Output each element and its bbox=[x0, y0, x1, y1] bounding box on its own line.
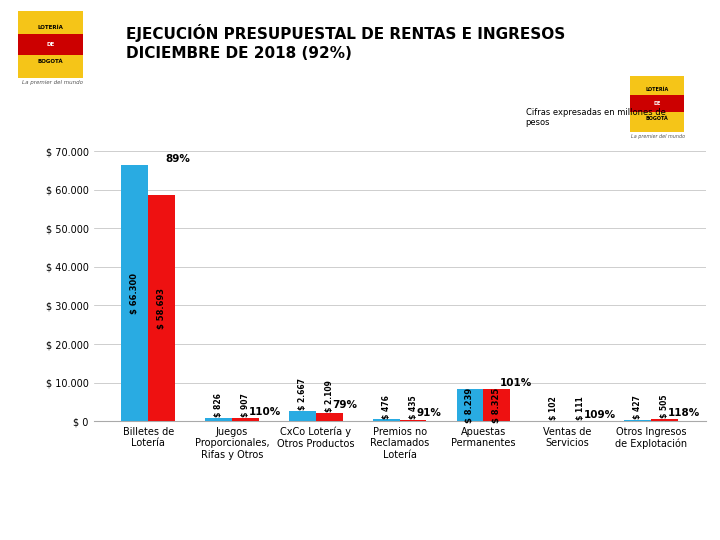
Text: 79%: 79% bbox=[333, 400, 358, 410]
Text: 101%: 101% bbox=[500, 378, 532, 388]
Text: BOGOTÁ: BOGOTÁ bbox=[37, 59, 63, 64]
Bar bbox=[205, 418, 232, 421]
Text: $ 58.693: $ 58.693 bbox=[157, 287, 166, 328]
Bar bbox=[148, 195, 175, 421]
Text: $ 66.300: $ 66.300 bbox=[130, 273, 140, 314]
FancyBboxPatch shape bbox=[18, 35, 83, 55]
Text: Cifras expresadas en millones de
pesos: Cifras expresadas en millones de pesos bbox=[526, 108, 665, 127]
Text: $ 102: $ 102 bbox=[549, 396, 558, 420]
FancyBboxPatch shape bbox=[18, 11, 83, 78]
Text: $ 8.325: $ 8.325 bbox=[492, 388, 501, 423]
Bar bbox=[232, 418, 258, 421]
Text: $ 826: $ 826 bbox=[214, 393, 223, 417]
FancyBboxPatch shape bbox=[630, 96, 684, 112]
Text: 118%: 118% bbox=[667, 408, 700, 418]
Text: La premier del mundo: La premier del mundo bbox=[631, 134, 685, 139]
Bar bbox=[289, 411, 316, 421]
Text: DE: DE bbox=[653, 102, 661, 106]
Bar bbox=[122, 165, 148, 421]
Text: LOTERÍA: LOTERÍA bbox=[645, 87, 669, 92]
Text: La premier del mundo: La premier del mundo bbox=[22, 80, 83, 85]
Text: EJECUCIÓN PRESUPUESTAL DE RENTAS E INGRESOS: EJECUCIÓN PRESUPUESTAL DE RENTAS E INGRE… bbox=[126, 24, 565, 42]
Bar bbox=[316, 413, 343, 421]
Text: $ 427: $ 427 bbox=[633, 395, 642, 419]
Text: 110%: 110% bbox=[249, 407, 281, 416]
Text: $ 111: $ 111 bbox=[576, 396, 585, 420]
Text: 91%: 91% bbox=[416, 408, 441, 418]
Text: DICIEMBRE DE 2018 (92%): DICIEMBRE DE 2018 (92%) bbox=[126, 46, 352, 61]
Bar bbox=[456, 389, 483, 421]
Text: $ 505: $ 505 bbox=[660, 395, 669, 418]
Text: $ 2.109: $ 2.109 bbox=[325, 380, 333, 413]
Text: $ 476: $ 476 bbox=[382, 395, 391, 418]
Text: 109%: 109% bbox=[584, 410, 616, 420]
Text: 89%: 89% bbox=[165, 154, 190, 164]
Text: DE: DE bbox=[46, 42, 55, 47]
Text: BOGOTÁ: BOGOTÁ bbox=[646, 116, 668, 120]
Text: LOTERÍA: LOTERÍA bbox=[37, 25, 63, 30]
Text: $ 907: $ 907 bbox=[241, 393, 250, 417]
Bar bbox=[373, 420, 400, 421]
Bar bbox=[651, 419, 678, 421]
Text: $ 2.667: $ 2.667 bbox=[298, 378, 307, 410]
Text: $ 435: $ 435 bbox=[408, 395, 418, 418]
Bar bbox=[483, 389, 510, 421]
Bar bbox=[624, 420, 651, 421]
Bar bbox=[400, 420, 426, 421]
Text: $ 8.239: $ 8.239 bbox=[466, 388, 474, 423]
